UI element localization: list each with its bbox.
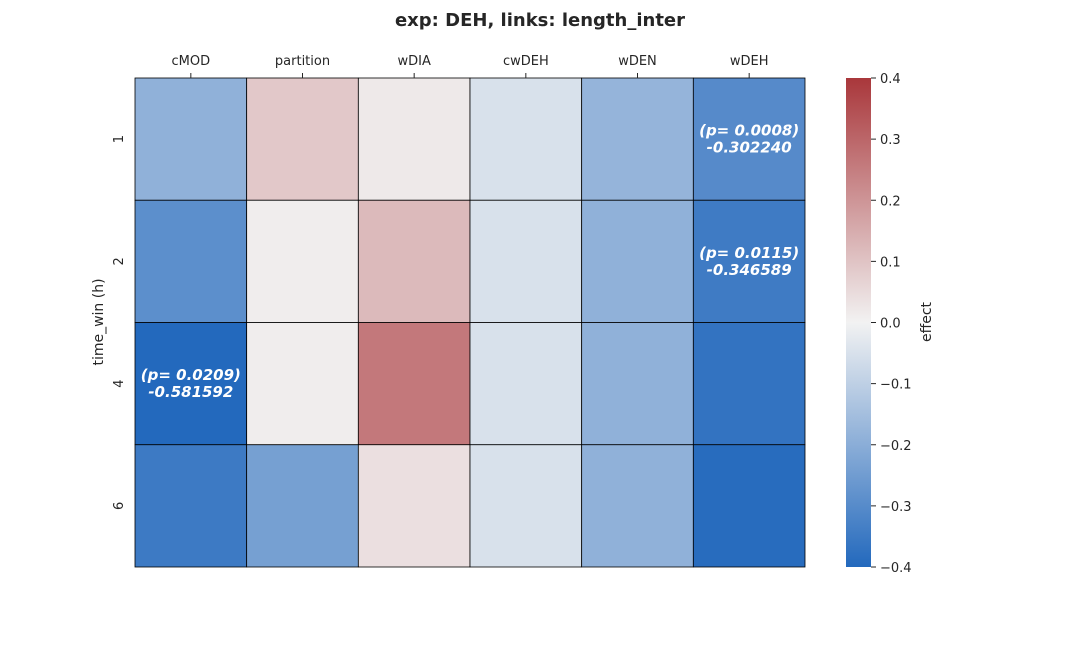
row-tick-label: 1 bbox=[112, 135, 127, 143]
cell-annotation-text: (p= 0.0209) bbox=[141, 366, 241, 384]
heatmap-cell-r6-cwDEH bbox=[470, 445, 582, 567]
heatmap-cell-r4-wDIA bbox=[358, 323, 470, 445]
colorbar-tick-label: 0.0 bbox=[880, 317, 901, 332]
y-axis-label: time_win (h) bbox=[91, 278, 107, 365]
cell-annotation-text: -0.346589 bbox=[707, 261, 792, 279]
heatmap-cell-r6-cMOD bbox=[135, 445, 247, 567]
heatmap-cell-r6-wDEN bbox=[582, 445, 694, 567]
heatmap-cell-r6-wDEH bbox=[693, 445, 805, 567]
cell-annotation-text: (p= 0.0008) bbox=[699, 122, 799, 140]
column-tick-label: cwDEH bbox=[503, 54, 549, 69]
heatmap-cell-r1-cMOD bbox=[135, 78, 247, 200]
colorbar-tick-label: −0.4 bbox=[880, 561, 912, 576]
colorbar-tick-label: −0.1 bbox=[880, 378, 912, 393]
heatmap-cell-r1-wDIA bbox=[358, 78, 470, 200]
colorbar: 0.4 0.3 0.2 0.1 0.0 −0.1 −0.2 −0.3 −0.4 bbox=[846, 72, 912, 576]
heatmap-cell-r4-cwDEH bbox=[470, 323, 582, 445]
colorbar-tick-label: 0.1 bbox=[880, 255, 901, 270]
heatmap-cells bbox=[135, 78, 805, 567]
column-tick-label: wDEN bbox=[618, 54, 657, 69]
colorbar-tick-label: −0.3 bbox=[880, 500, 912, 515]
colorbar-tick-label: 0.4 bbox=[880, 72, 901, 87]
cell-annotation-text: -0.581592 bbox=[148, 383, 233, 401]
row-tick-labels: 1 2 4 6 bbox=[112, 135, 127, 510]
heatmap-cell-r2-cMOD bbox=[135, 200, 247, 322]
column-tick-labels: cMOD partition wDIA cwDEH wDEN wDEH bbox=[172, 54, 769, 78]
heatmap-cell-r2-partition bbox=[247, 200, 359, 322]
column-tick-label: cMOD bbox=[172, 54, 211, 69]
heatmap-cell-r1-cwDEH bbox=[470, 78, 582, 200]
heatmap-cell-r2-wDEN bbox=[582, 200, 694, 322]
row-tick-label: 6 bbox=[112, 502, 127, 510]
heatmap-cell-r4-partition bbox=[247, 323, 359, 445]
heatmap-cell-r4-wDEN bbox=[582, 323, 694, 445]
row-tick-label: 4 bbox=[112, 379, 127, 387]
heatmap-cell-r1-wDEN bbox=[582, 78, 694, 200]
heatmap-cell-r1-partition bbox=[247, 78, 359, 200]
colorbar-gradient bbox=[846, 78, 871, 567]
heatmap-cell-r4-wDEH bbox=[693, 323, 805, 445]
column-tick-label: wDIA bbox=[397, 54, 430, 69]
cell-annotation-text: (p= 0.0115) bbox=[699, 244, 799, 262]
colorbar-tick-label: −0.2 bbox=[880, 439, 912, 454]
heatmap-cell-r2-wDIA bbox=[358, 200, 470, 322]
cell-annotation-text: -0.302240 bbox=[707, 139, 792, 157]
heatmap-cell-r6-wDIA bbox=[358, 445, 470, 567]
heatmap-cell-r2-cwDEH bbox=[470, 200, 582, 322]
heatmap-cell-r6-partition bbox=[247, 445, 359, 567]
column-tick-label: wDEH bbox=[730, 54, 769, 69]
colorbar-tick-label: 0.3 bbox=[880, 133, 901, 148]
colorbar-label: effect bbox=[919, 301, 935, 342]
column-tick-label: partition bbox=[275, 54, 330, 69]
row-tick-label: 2 bbox=[112, 257, 127, 265]
colorbar-tick-label: 0.2 bbox=[880, 194, 901, 209]
